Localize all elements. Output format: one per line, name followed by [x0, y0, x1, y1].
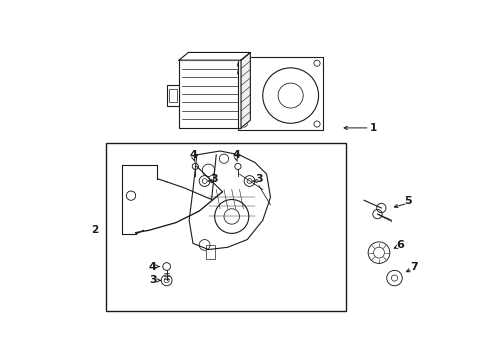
Bar: [106, 143, 346, 311]
Text: 4: 4: [149, 261, 157, 271]
Text: 5: 5: [405, 196, 412, 206]
Text: 3: 3: [255, 175, 263, 184]
Bar: [206, 245, 216, 259]
Text: 6: 6: [396, 240, 404, 250]
Text: 7: 7: [410, 261, 418, 271]
Text: 3: 3: [149, 275, 156, 285]
Text: 3: 3: [210, 175, 218, 184]
Text: 1: 1: [370, 123, 377, 133]
Polygon shape: [179, 53, 250, 60]
Bar: [167, 85, 179, 106]
Text: 4: 4: [190, 150, 197, 160]
Bar: [179, 60, 241, 128]
Text: 2: 2: [91, 225, 98, 235]
Polygon shape: [241, 53, 250, 128]
Text: 4: 4: [232, 150, 240, 160]
Bar: [169, 89, 177, 103]
Bar: [238, 57, 323, 130]
